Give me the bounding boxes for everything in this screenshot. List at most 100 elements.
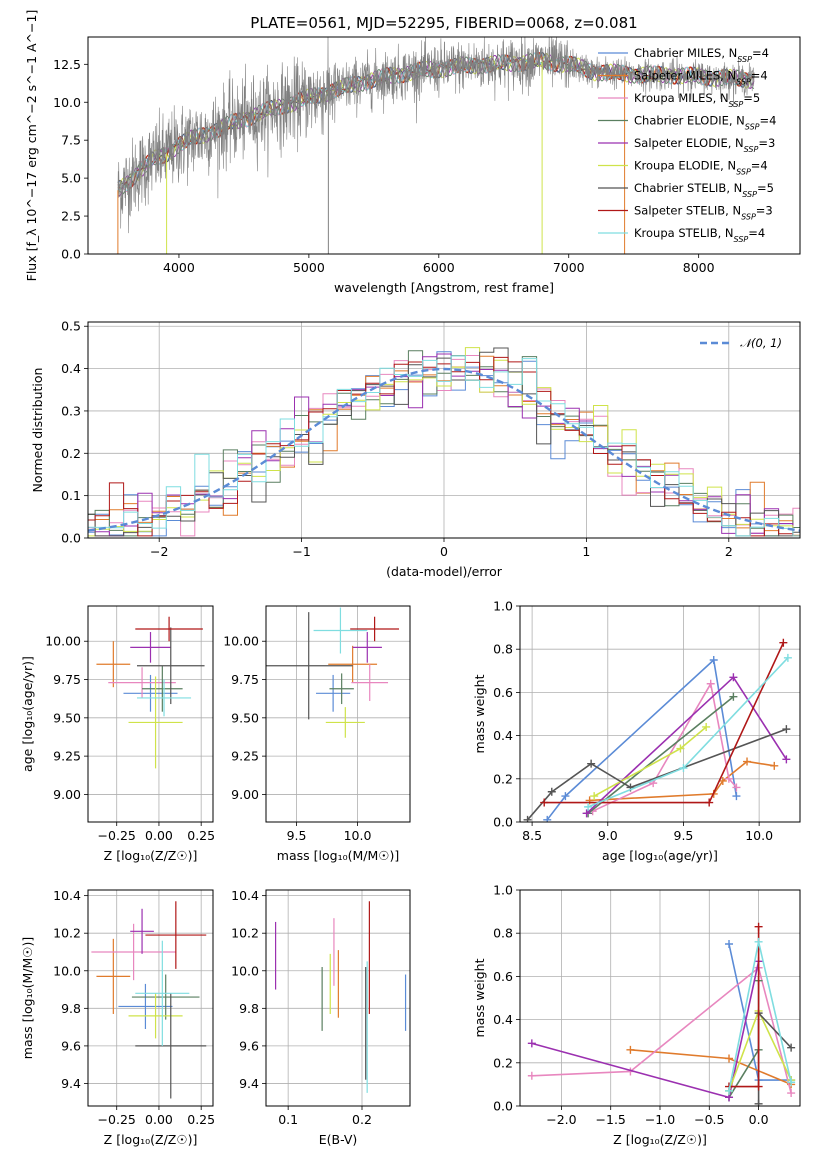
- errorbar-kroupa-elodie: [325, 707, 365, 738]
- y-tick-label: 12.5: [53, 57, 81, 72]
- axes-frame: [87, 889, 214, 1107]
- y-tick-label: 9.6: [61, 1038, 81, 1053]
- x-tick-label: 9.0: [598, 828, 618, 843]
- legend-count: =4: [751, 159, 768, 173]
- weight-line-kroupa-stelib: [728, 941, 792, 1092]
- legend-label-chabrier-stelib: Chabrier STELIB, NSSP=5: [634, 181, 774, 199]
- weight-marker-chabrier-stelib: [587, 759, 596, 768]
- axes-frame: [265, 605, 411, 823]
- weight-marker-kroupa-stelib: [679, 764, 688, 772]
- y-tick-label: 10.00: [45, 634, 81, 649]
- weight-marker-chabrier-miles: [561, 792, 570, 801]
- y-tick-label: 0.4: [61, 361, 81, 376]
- x-axis-label: wavelength [Angstrom, rest frame]: [334, 280, 554, 295]
- weight-marker-chabrier-stelib: [523, 815, 532, 822]
- legend-label-kroupa-miles: Kroupa MILES, NSSP=5: [634, 91, 760, 109]
- legend-count: =3: [758, 136, 775, 150]
- weight-marker-salpeter-miles: [770, 761, 779, 770]
- y-axis-label: mass weight: [472, 958, 487, 1037]
- histogram-kroupa-elodie: [88, 347, 800, 537]
- y-tick-label: 0.2: [493, 771, 513, 786]
- errorbar-chabrier-elodie: [329, 673, 354, 705]
- x-tick-label: −1.5: [596, 1112, 626, 1127]
- x-tick-label: 1: [582, 544, 590, 559]
- y-tick-label: 9.4: [61, 1076, 81, 1091]
- weight-marker-chabrier-miles: [725, 940, 734, 948]
- axes-frame: [87, 605, 214, 823]
- y-tick-label: 7.5: [61, 133, 81, 148]
- errorbar-chabrier-stelib: [136, 627, 205, 705]
- weight-marker-kroupa-stelib: [783, 653, 792, 662]
- weight-marker-kroupa-stelib: [584, 802, 593, 811]
- legend-subscript: SSP: [744, 145, 759, 154]
- x-tick-label: 9.5: [287, 828, 307, 843]
- weight-marker-kroupa-miles: [732, 783, 741, 792]
- legend-subscript: SSP: [742, 190, 757, 199]
- axes-frame: [87, 36, 801, 255]
- x-tick-label: −1: [292, 544, 310, 559]
- weight-marker-chabrier-miles: [732, 792, 741, 801]
- y-tick-label: 10.2: [53, 926, 81, 941]
- histogram-salpeter-stelib: [88, 356, 800, 537]
- y-tick-label: 0.4: [493, 1012, 513, 1027]
- y-tick-label: 0.6: [493, 969, 513, 984]
- weight-marker-kroupa-elodie: [590, 792, 599, 801]
- x-axis-label: E(B-V): [319, 1132, 358, 1147]
- y-tick-label: 9.75: [231, 672, 259, 687]
- normal-curve: [88, 367, 800, 532]
- weight-marker-salpeter-stelib: [705, 798, 714, 807]
- x-axis-label: age [log₁₀(age/yr)]: [602, 848, 718, 863]
- weight-vs-age-panel: 8.5 9.0 9.5 10.0 0.0 0.2 0.4 0.6 0.8 1.0 age [log₁…: [472, 599, 801, 863]
- y-tick-label: 5.0: [61, 171, 81, 186]
- weight-marker-salpeter-stelib: [779, 638, 788, 647]
- legend-count: =3: [756, 204, 773, 218]
- legend-subscript: SSP: [734, 235, 749, 244]
- weight-marker-chabrier-miles: [543, 815, 552, 822]
- y-tick-label: 0.0: [61, 531, 81, 546]
- weight-marker-kroupa-miles: [787, 1089, 796, 1098]
- weight-line-salpeter-elodie: [531, 961, 760, 1099]
- spectrum-panel: 4000 5000 6000 7000 8000 0.0 2.5 5.0 7.5 10.0 12.5…: [24, 10, 801, 295]
- x-tick-label: 0.2: [352, 1112, 372, 1127]
- legend-label-salpeter-miles: Salpeter MILES, NSSP=4: [634, 69, 768, 87]
- x-tick-label: 0: [440, 544, 448, 559]
- weight-marker-salpeter-elodie: [582, 809, 591, 818]
- errorbar-kroupa-elodie: [128, 993, 183, 1039]
- weight-marker-salpeter-stelib: [754, 922, 763, 931]
- x-tick-label: −0.5: [694, 1112, 724, 1127]
- errorbar-chabrier-miles: [118, 983, 173, 1029]
- weight-marker-salpeter-miles: [725, 1054, 734, 1063]
- x-axis-label: Z [log₁₀(Z/Z☉)]: [104, 848, 198, 863]
- y-axis-label: Normed distribution: [30, 368, 45, 493]
- y-tick-label: 0.8: [493, 642, 513, 657]
- x-tick-label: −2.0: [546, 1112, 576, 1127]
- y-tick-label: 0.5: [61, 319, 81, 334]
- x-tick-label: 9.5: [674, 828, 694, 843]
- legend-subscript: SSP: [736, 167, 751, 176]
- errorbar-salpeter-elodie: [130, 908, 154, 954]
- observed-spectrum: [117, 37, 755, 234]
- histogram-salpeter-elodie: [88, 353, 800, 537]
- y-tick-label: 9.4: [239, 1076, 259, 1091]
- legend-subscript: SSP: [741, 212, 756, 221]
- errorbar-chabrier-miles: [123, 674, 178, 712]
- y-tick-label: 10.4: [231, 888, 259, 903]
- y-tick-label: 9.6: [239, 1038, 259, 1053]
- plot-area: [527, 922, 796, 1106]
- y-tick-label: 10.2: [231, 926, 259, 941]
- y-tick-label: 0.0: [493, 815, 513, 830]
- weight-marker-chabrier-elodie: [729, 692, 738, 701]
- y-tick-label: 10.0: [53, 963, 81, 978]
- legend-subscript: SSP: [736, 77, 751, 86]
- weight-marker-kroupa-elodie: [702, 722, 711, 731]
- mass-vs-extinction-panel: 0.1 0.2 9.4 9.6 9.8 10.0 10.2 10.4 E(B-V): [231, 888, 411, 1147]
- legend-label-salpeter-stelib: Salpeter STELIB, NSSP=3: [634, 204, 773, 222]
- x-tick-label: 10.0: [344, 828, 372, 843]
- y-tick-label: 0.3: [61, 403, 81, 418]
- mass-vs-metallicity-panel: −0.25 0.00 0.25 9.4 9.6 9.8 10.0 10.2 10.4 Z [log…: [20, 888, 215, 1147]
- errorbar-salpeter-elodie: [352, 632, 382, 663]
- legend-subscript: SSP: [729, 100, 744, 109]
- legend-count: =4: [760, 114, 777, 128]
- legend-label-kroupa-stelib: Kroupa STELIB, NSSP=4: [634, 226, 765, 244]
- residuals-panel: −2 −1 0 1 2 0.0 0.1 0.2 0.3 0.4 0.5 (data-model)/er…: [30, 319, 801, 579]
